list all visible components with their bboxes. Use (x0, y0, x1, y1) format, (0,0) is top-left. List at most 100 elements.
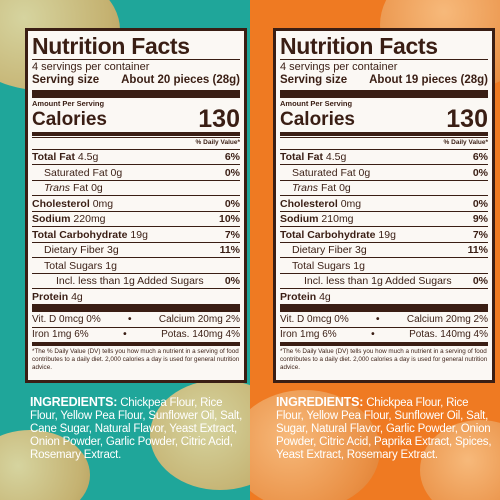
protein-row: Protein 4g (32, 288, 240, 304)
trans-fat-row: Trans Fat 0g (32, 179, 240, 196)
saturated-fat-pct: 0% (224, 166, 240, 179)
protein-amount: 4g (71, 290, 83, 303)
calories-row: Calories 130 (32, 105, 240, 134)
total-fat-amount: 4.5g (325, 151, 347, 164)
total-sugars-row: Total Sugars 1g (280, 257, 488, 273)
protein-amount: 4g (319, 290, 331, 303)
cholesterol-amount: 0mg (340, 197, 362, 210)
bullet-separator: • (371, 329, 375, 341)
added-sugars-row: Incl. less than 1g Added Sugars 0% (32, 272, 240, 289)
dietary-fiber-row: Dietary Fiber 3g 11% (280, 241, 488, 258)
added-sugars-pct: 0% (472, 275, 488, 288)
ingredients-text: Chickpea Flour, Rice Flour, Yellow Pea F… (30, 397, 243, 461)
carbohydrate-label: Total Carbohydrate (32, 228, 128, 241)
daily-value-footnote: *The % Daily Value (DV) tells you how mu… (32, 341, 240, 372)
daily-value-header: % Daily Value* (32, 137, 240, 148)
total-sugars-label: Total Sugars 1g (44, 259, 117, 272)
servings-per-container: 4 servings per container (280, 61, 398, 73)
dietary-fiber-pct: 11% (467, 244, 488, 257)
ingredients-heading: INGREDIENTS: (276, 395, 364, 409)
total-sugars-label: Total Sugars 1g (292, 259, 365, 272)
daily-value-footnote: *The % Daily Value (DV) tells you how mu… (280, 341, 488, 372)
sodium-pct: 9% (472, 213, 488, 226)
dietary-fiber-row: Dietary Fiber 3g 11% (32, 241, 240, 258)
divider-thick (32, 303, 240, 312)
total-fat-label: Total Fat (32, 151, 75, 164)
calories-label: Calories (32, 109, 107, 131)
bullet-separator: • (123, 329, 127, 341)
dietary-fiber-label: Dietary Fiber 3g (292, 244, 367, 257)
serving-size-value: About 19 pieces (28g) (369, 73, 488, 86)
trans-fat-italic: Trans (292, 182, 319, 195)
servings-per-container: 4 servings per container (32, 61, 150, 73)
serving-size-value: About 20 pieces (28g) (121, 73, 240, 86)
calcium: Calcium 20mg 2% (158, 313, 240, 325)
cholesterol-label: Cholesterol (32, 197, 90, 210)
calcium: Calcium 20mg 2% (406, 313, 488, 325)
cholesterol-row: Cholesterol 0mg 0% (32, 195, 240, 211)
protein-label: Protein (32, 290, 69, 303)
divider-thick (280, 303, 488, 312)
added-sugars-label: Incl. less than 1g Added Sugars (304, 275, 452, 288)
sodium-label: Sodium (280, 213, 319, 226)
nutrition-facts-panel-right: Nutrition Facts 4 servings per container… (273, 28, 495, 383)
divider-medium (280, 132, 488, 137)
saturated-fat-label: Saturated Fat 0g (292, 166, 371, 179)
vitamin-row-1: Vit. D 0mcg 0% • Calcium 20mg 2% (280, 312, 488, 327)
calories-value: 130 (446, 105, 488, 134)
bullet-separator: • (128, 313, 132, 325)
carbohydrate-amount: 19g (130, 228, 148, 241)
vitamin-row-2: Iron 1mg 6% • Potas. 140mg 4% (32, 326, 240, 342)
chip-image (250, 390, 380, 500)
carbohydrate-amount: 19g (378, 228, 396, 241)
vitamin-row-1: Vit. D 0mcg 0% • Calcium 20mg 2% (32, 312, 240, 327)
trans-fat-italic: Trans (44, 182, 71, 195)
total-fat-amount: 4.5g (77, 151, 99, 164)
ingredients-text: Chickpea Flour, Rice Flour, Yellow Pea F… (276, 397, 492, 461)
total-sugars-row: Total Sugars 1g (32, 257, 240, 273)
sodium-row: Sodium 220mg 10% (32, 210, 240, 227)
nutrition-facts-title: Nutrition Facts (32, 33, 240, 60)
total-fat-label: Total Fat (280, 151, 323, 164)
ingredients-right: INGREDIENTS: Chickpea Flour, Rice Flour,… (276, 396, 494, 462)
saturated-fat-label: Saturated Fat 0g (44, 166, 123, 179)
serving-size-row: Serving size About 19 pieces (28g) (280, 74, 488, 89)
protein-label: Protein (280, 290, 317, 303)
saturated-fat-row: Saturated Fat 0g 0% (32, 164, 240, 180)
added-sugars-row: Incl. less than 1g Added Sugars 0% (280, 272, 488, 289)
sodium-pct: 10% (218, 213, 240, 226)
dietary-fiber-label: Dietary Fiber 3g (44, 244, 119, 257)
dietary-fiber-pct: 11% (219, 244, 240, 257)
trans-fat-label: Fat 0g (72, 182, 103, 195)
ingredients-heading: INGREDIENTS: (30, 395, 118, 409)
cholesterol-label: Cholesterol (280, 197, 338, 210)
total-fat-row: Total Fat 4.5g 6% (280, 148, 488, 165)
cholesterol-amount: 0mg (92, 197, 114, 210)
nutrition-facts-panel-left: Nutrition Facts 4 servings per container… (25, 28, 247, 383)
carbohydrate-label: Total Carbohydrate (280, 228, 376, 241)
nutrition-facts-title: Nutrition Facts (280, 33, 488, 60)
carbohydrate-pct: 7% (224, 228, 240, 241)
potassium: Potas. 140mg 4% (161, 329, 240, 341)
serving-size-row: Serving size About 20 pieces (28g) (32, 74, 240, 89)
divider-thick (280, 89, 488, 98)
calories-value: 130 (198, 105, 240, 134)
saturated-fat-pct: 0% (472, 166, 488, 179)
amount-per-serving: Amount Per Serving (32, 98, 105, 108)
iron: Iron 1mg 6% (32, 329, 89, 341)
total-fat-pct: 6% (224, 151, 240, 164)
vitamin-row-2: Iron 1mg 6% • Potas. 140mg 4% (280, 326, 488, 342)
carbohydrate-pct: 7% (472, 228, 488, 241)
total-fat-pct: 6% (472, 151, 488, 164)
added-sugars-label: Incl. less than 1g Added Sugars (56, 275, 204, 288)
divider-medium (32, 132, 240, 137)
sodium-amount: 210mg (321, 213, 354, 226)
trans-fat-label: Fat 0g (320, 182, 351, 195)
bullet-separator: • (376, 313, 380, 325)
cholesterol-pct: 0% (224, 197, 240, 210)
ingredients-left: INGREDIENTS: Chickpea Flour, Rice Flour,… (30, 396, 245, 462)
amount-per-serving: Amount Per Serving (280, 98, 353, 108)
calories-row: Calories 130 (280, 105, 488, 134)
potassium: Potas. 140mg 4% (409, 329, 488, 341)
vitamin-d: Vit. D 0mcg 0% (32, 313, 101, 325)
